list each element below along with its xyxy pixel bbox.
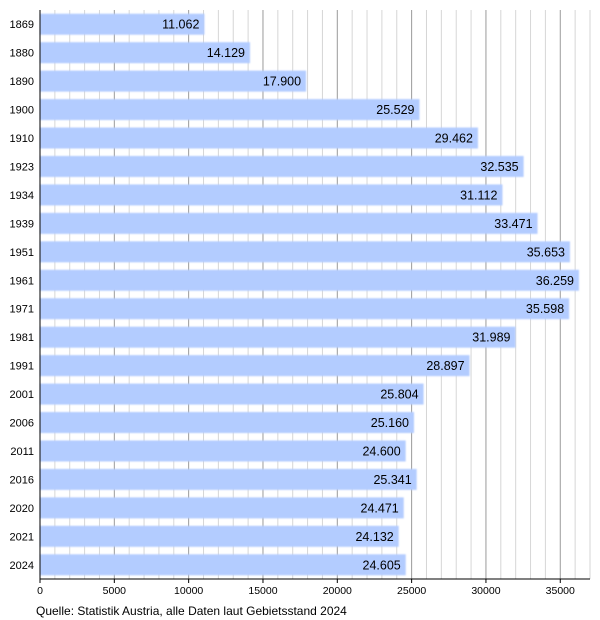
bar xyxy=(40,184,503,206)
bar-value-label: 25.160 xyxy=(371,416,409,430)
bar-value-label: 31.112 xyxy=(460,188,497,202)
category-label: 1934 xyxy=(10,190,34,202)
bar xyxy=(40,355,470,377)
category-label: 1923 xyxy=(10,161,34,173)
bar xyxy=(40,440,406,462)
bar-value-label: 33.471 xyxy=(494,217,532,231)
x-tick-label: 5000 xyxy=(103,585,127,597)
x-tick-label: 25000 xyxy=(397,585,426,597)
bar-value-label: 25.529 xyxy=(376,103,414,117)
bar xyxy=(40,497,404,519)
bar-value-label: 24.132 xyxy=(355,530,393,544)
bar-value-label: 32.535 xyxy=(480,160,518,174)
bar xyxy=(40,155,524,177)
category-label: 2001 xyxy=(10,389,34,401)
bar-value-label: 25.341 xyxy=(373,473,411,487)
x-tick-label: 10000 xyxy=(174,585,203,597)
x-tick-label: 20000 xyxy=(323,585,352,597)
category-label: 2024 xyxy=(10,560,34,572)
category-label: 2020 xyxy=(10,503,34,515)
bar-value-label: 25.804 xyxy=(380,388,418,402)
category-label: 1961 xyxy=(10,275,34,287)
bar xyxy=(40,70,307,92)
bar xyxy=(40,241,570,263)
bar-value-label: 35.653 xyxy=(527,245,565,259)
bar xyxy=(40,42,251,64)
x-tick-label: 35000 xyxy=(546,585,575,597)
category-label: 2006 xyxy=(10,418,34,430)
bar-value-label: 35.598 xyxy=(526,302,564,316)
bar-value-label: 24.605 xyxy=(363,558,401,572)
grid-lines xyxy=(54,10,591,579)
category-label: 2016 xyxy=(10,474,34,486)
category-label: 1971 xyxy=(10,304,34,316)
bars: 11.062 14.129 17.900 25.529 29.462 32.535 31.1… xyxy=(40,13,579,576)
bar-value-label: 11.062 xyxy=(162,18,199,32)
bar-value-label: 29.462 xyxy=(435,132,473,146)
category-label: 1951 xyxy=(10,247,34,259)
x-tick-label: 30000 xyxy=(471,585,500,597)
bar-value-label: 36.259 xyxy=(536,274,574,288)
category-label: 1981 xyxy=(10,332,34,344)
x-tick-label: 0 xyxy=(37,585,43,597)
bar-value-label: 14.129 xyxy=(207,46,245,60)
category-label: 1880 xyxy=(10,48,34,60)
source-note: Quelle: Statistik Austria, alle Daten la… xyxy=(36,604,347,618)
bar xyxy=(40,127,478,149)
bar xyxy=(40,383,424,405)
category-label: 2011 xyxy=(10,446,34,458)
bar xyxy=(40,412,414,434)
category-label: 1869 xyxy=(10,19,34,31)
bar-value-label: 24.471 xyxy=(361,501,399,515)
bar xyxy=(40,554,406,576)
category-label: 2021 xyxy=(10,531,34,543)
bar xyxy=(40,298,570,320)
category-label: 1890 xyxy=(10,76,34,88)
category-label: 1991 xyxy=(10,361,34,373)
category-label: 1939 xyxy=(10,218,34,230)
bar xyxy=(40,468,417,490)
bar xyxy=(40,326,516,348)
bar-value-label: 24.600 xyxy=(362,444,400,458)
bar xyxy=(40,269,579,291)
bar-value-label: 31.989 xyxy=(472,331,510,345)
bar xyxy=(40,99,420,121)
category-label: 1910 xyxy=(10,133,34,145)
bar xyxy=(40,13,205,35)
bar-value-label: 28.897 xyxy=(426,359,464,373)
axes: 1869 1880 1890 1900 1910 1923 1934 1939 1951 1961… xyxy=(10,10,590,597)
x-tick-label: 15000 xyxy=(248,585,277,597)
bar xyxy=(40,212,538,234)
bar-value-label: 17.900 xyxy=(263,75,301,89)
bar xyxy=(40,525,399,547)
category-label: 1900 xyxy=(10,105,34,117)
